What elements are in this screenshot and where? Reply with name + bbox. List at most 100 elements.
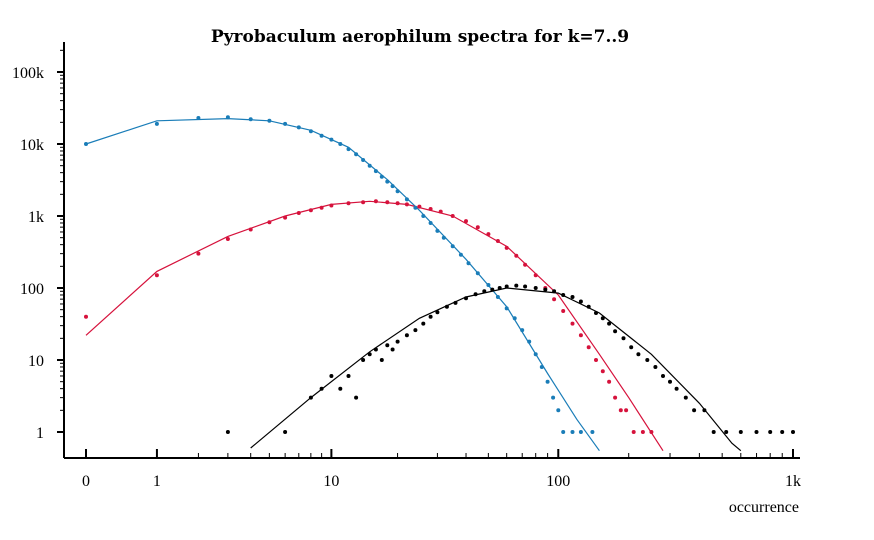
data-point-series-1	[527, 339, 532, 344]
data-point-series-2	[319, 205, 324, 210]
data-point-series-2	[450, 214, 455, 218]
y-tick-label: 10k	[20, 137, 44, 154]
data-point-series-3	[738, 430, 743, 434]
data-point-series-2	[504, 245, 509, 250]
data-point-series-3	[225, 430, 230, 434]
data-point-series-1	[421, 214, 426, 218]
data-point-series-2	[586, 345, 591, 350]
data-point-series-1	[578, 430, 583, 434]
data-point-series-1	[296, 125, 301, 130]
x-tick-label: 10	[323, 473, 339, 490]
fit-line-2	[85, 200, 664, 452]
data-point-series-1	[590, 430, 595, 434]
data-point-series-2	[640, 430, 645, 434]
data-point-series-3	[607, 321, 612, 326]
fit-lines	[85, 117, 742, 452]
data-point-series-3	[354, 395, 359, 400]
data-point-series-1	[225, 115, 230, 120]
data-point-series-2	[385, 200, 390, 205]
data-point-series-2	[395, 201, 400, 206]
data-point-series-2	[624, 408, 629, 413]
data-point-series-1	[154, 121, 159, 126]
data-point-series-3	[373, 347, 378, 352]
data-point-series-3	[367, 352, 372, 357]
data-point-series-3	[543, 287, 548, 292]
data-point-series-3	[629, 345, 634, 350]
data-point-series-3	[504, 284, 509, 289]
data-point-series-1	[367, 163, 372, 168]
y-tick-label: 100k	[12, 65, 44, 82]
data-point-series-2	[486, 232, 491, 237]
data-point-series-1	[196, 116, 201, 120]
data-point-series-2	[248, 227, 253, 232]
data-point-series-1	[354, 152, 359, 157]
data-point-series-1	[404, 197, 409, 202]
data-point-series-3	[594, 311, 598, 315]
data-point-series-3	[711, 430, 716, 434]
data-point-series-3	[390, 347, 395, 352]
data-point-series-3	[395, 339, 400, 344]
data-point-series-3	[754, 430, 759, 434]
data-point-series-2	[283, 215, 288, 220]
data-point-series-1	[373, 169, 378, 174]
data-point-series-3	[319, 386, 324, 391]
data-point-series-3	[329, 374, 334, 378]
data-point-series-3	[791, 430, 795, 434]
data-point-series-2	[346, 201, 351, 206]
data-points	[84, 115, 795, 434]
data-point-series-3	[379, 358, 384, 362]
data-point-series-2	[578, 333, 583, 338]
data-point-series-2	[404, 202, 409, 207]
data-point-series-2	[649, 430, 654, 434]
data-point-series-1	[84, 142, 88, 146]
y-tick-label: 1	[36, 425, 44, 442]
data-point-series-2	[464, 219, 468, 224]
x-axis-label: occurrence	[729, 499, 799, 516]
data-point-series-2	[267, 220, 272, 225]
data-point-series-2	[523, 262, 528, 267]
fit-line-1	[85, 117, 600, 452]
data-point-series-1	[475, 271, 480, 276]
data-point-series-1	[556, 408, 561, 413]
data-point-series-2	[600, 369, 605, 374]
data-point-series-2	[495, 239, 500, 243]
data-point-series-2	[417, 204, 422, 209]
data-point-series-3	[768, 430, 773, 434]
data-point-series-3	[636, 352, 641, 357]
data-point-series-2	[329, 203, 334, 208]
data-point-series-3	[497, 286, 502, 290]
data-point-series-3	[653, 365, 658, 369]
data-point-series-1	[385, 179, 390, 184]
data-point-series-3	[514, 283, 519, 288]
data-point-series-1	[551, 395, 556, 400]
data-point-series-1	[428, 221, 433, 225]
data-point-series-1	[346, 147, 351, 152]
data-point-series-1	[486, 283, 491, 287]
data-point-series-3	[490, 287, 495, 292]
data-point-series-1	[413, 205, 418, 210]
data-point-series-1	[570, 430, 575, 434]
data-point-series-3	[421, 321, 426, 326]
data-point-series-1	[267, 118, 272, 123]
data-point-series-1	[329, 137, 334, 142]
data-point-series-3	[724, 430, 729, 434]
data-point-series-2	[438, 209, 443, 214]
y-tick-label: 100	[20, 281, 44, 298]
data-point-series-2	[308, 208, 313, 213]
data-point-series-3	[561, 293, 566, 297]
data-point-series-2	[561, 309, 566, 313]
y-tick-label: 10	[28, 353, 44, 370]
data-point-series-3	[283, 430, 288, 434]
data-point-series-1	[512, 316, 517, 321]
data-point-series-3	[404, 333, 409, 338]
data-point-series-3	[533, 286, 538, 290]
axes: 1 10 100 1k 10k 100k 0 1 10 100 1k	[12, 42, 801, 490]
data-point-series-3	[702, 408, 707, 413]
data-point-series-3	[621, 336, 626, 341]
chart-title: Pyrobaculum aerophilum spectra for k=7..…	[211, 27, 629, 47]
data-point-series-3	[586, 304, 591, 309]
data-point-series-1	[520, 328, 525, 333]
data-point-series-3	[692, 408, 697, 413]
data-point-series-3	[361, 358, 366, 362]
